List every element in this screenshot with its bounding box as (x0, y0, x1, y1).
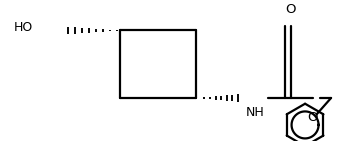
Text: NH: NH (245, 106, 264, 119)
Text: O: O (308, 111, 318, 124)
Text: O: O (285, 3, 296, 16)
Text: HO: HO (14, 21, 33, 34)
